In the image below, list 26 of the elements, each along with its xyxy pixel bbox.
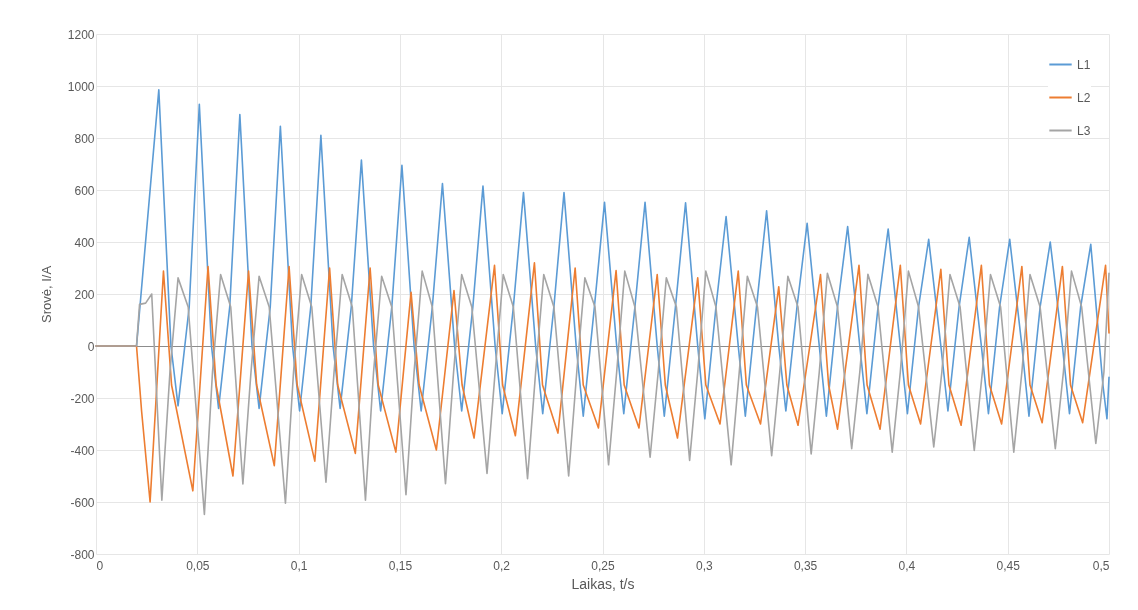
y-tick-label: -200 [70,391,95,406]
y-tick-label: 200 [74,287,95,302]
y-tick-label: 1000 [67,79,95,94]
y-tick-label: -800 [70,547,95,562]
x-tick-label: 0,15 [388,558,413,573]
x-tick-label: 0,4 [898,558,916,573]
x-tick-label: 0,05 [186,558,210,573]
legend-label: L3 [1077,123,1091,138]
x-tick-label: 0,5 [1092,558,1110,573]
y-tick-label: 600 [74,183,95,198]
y-tick-label: -400 [70,443,95,458]
y-tick-label: 400 [74,235,95,250]
y-tick-label: 800 [74,131,95,146]
x-tick-label: 0,1 [290,558,308,573]
legend-label: L1 [1077,57,1091,72]
x-tick-label: 0,25 [591,558,615,573]
x-tick-label: 0,3 [695,558,713,573]
x-tick-label: 0,2 [493,558,511,573]
y-axis-title: Srovė, I/A [38,265,54,324]
y-tick-label: -600 [70,495,95,510]
x-axis-title: Laikas, t/s [571,575,635,592]
y-tick-label: 1200 [67,27,95,42]
legend-label: L2 [1077,90,1091,105]
x-tick-label: 0,45 [996,558,1021,573]
x-tick-label: 0,35 [793,558,818,573]
y-tick-label: 0 [87,339,95,354]
